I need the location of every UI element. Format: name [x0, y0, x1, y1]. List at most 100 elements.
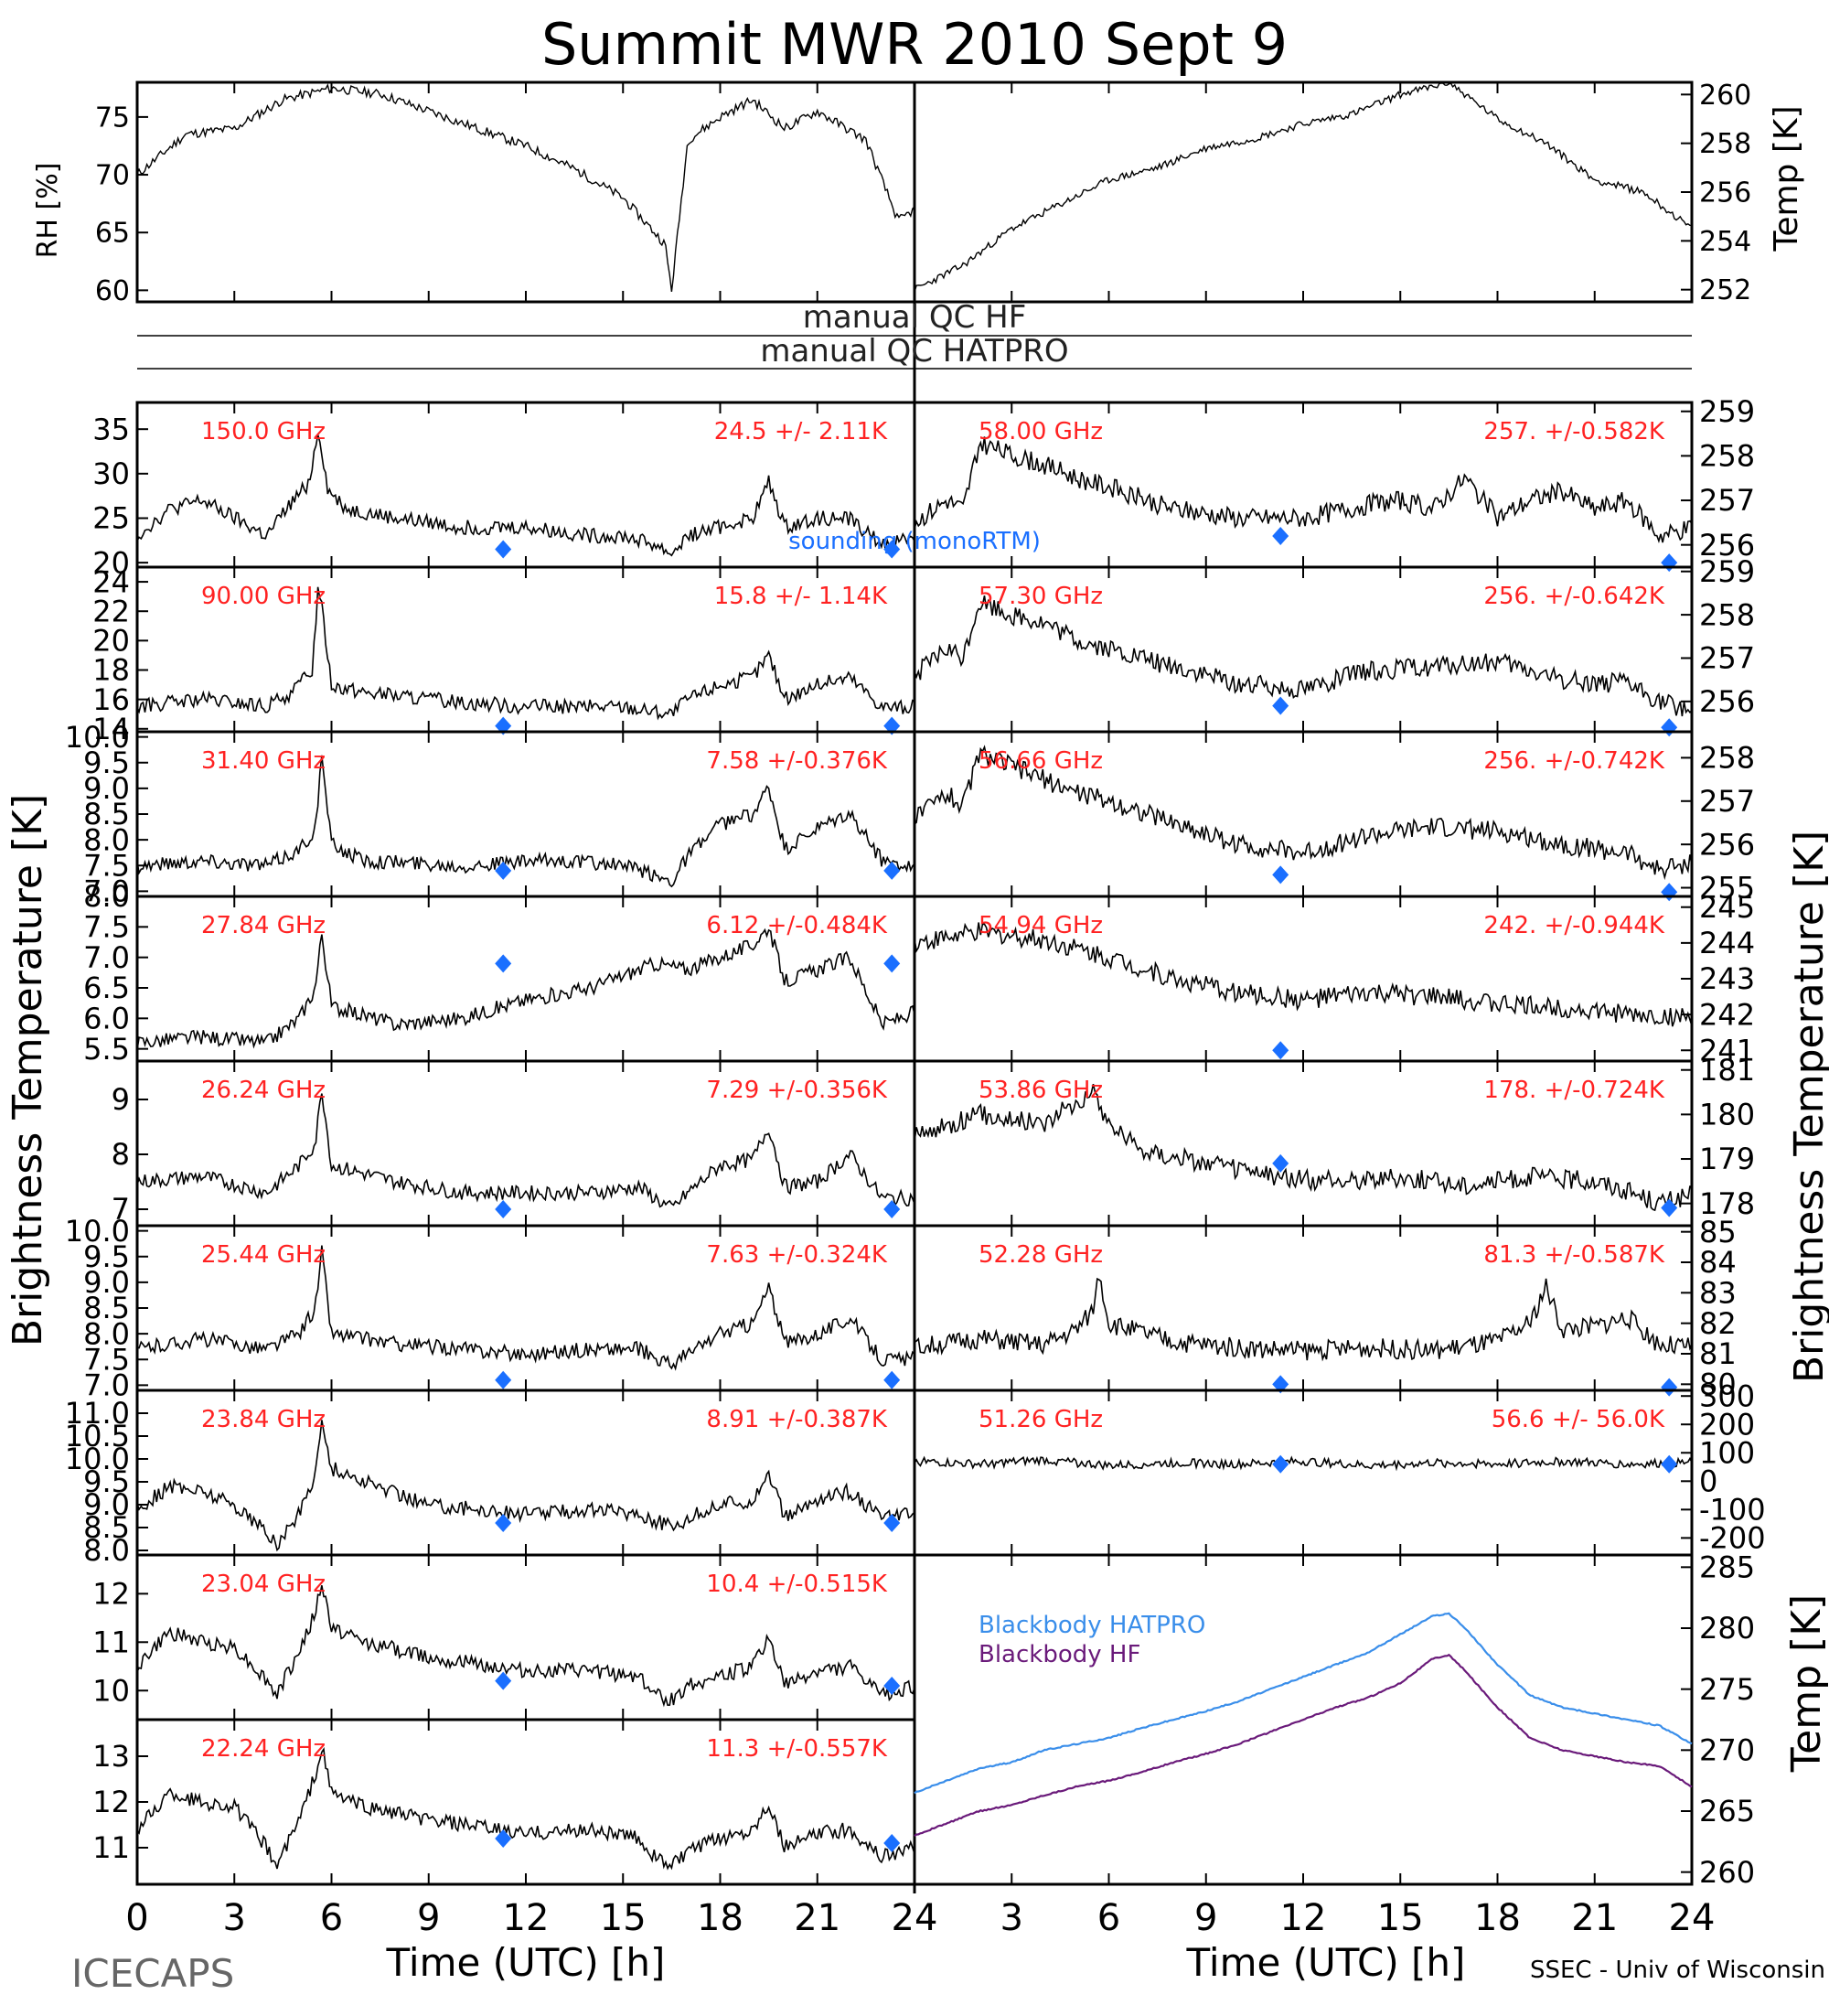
left-panel-series-3 [136, 928, 915, 1050]
right-panel-marker-3-0 [1272, 1041, 1289, 1060]
left-panel-2-ytick-label-0: 7.0 [83, 874, 130, 909]
right-panel-freq-5: 52.28 GHz [979, 1241, 1103, 1269]
left-panel-freq-7: 23.04 GHz [201, 1571, 326, 1598]
left-panel-7-ytick-label-1: 11 [92, 1625, 130, 1659]
right-panel-5-ytick-label-4: 84 [1699, 1245, 1737, 1280]
blackbody-legend-1: Blackbody HF [979, 1641, 1140, 1668]
blackbody-series-0 [914, 1612, 1693, 1795]
right-panel-5-ytick-label-2: 82 [1699, 1306, 1737, 1341]
left-panel-marker-8-1 [883, 1834, 901, 1852]
left-panel-0-ytick-label-3: 35 [92, 412, 130, 446]
left-panel-marker-8-0 [495, 1829, 512, 1848]
right-panel-6-ytick-label-1: -100 [1699, 1493, 1766, 1528]
left-panel-1-ytick-label-0: 14 [92, 712, 130, 746]
right-panel-marker-1-1 [1661, 718, 1678, 737]
left-panel-freq-1: 90.00 GHz [201, 583, 326, 610]
left-panel-1-ytick-label-1: 16 [92, 682, 130, 717]
time-tick-left-3: 9 [417, 1897, 440, 1939]
right-panel-5-ytick-label-0: 80 [1699, 1367, 1737, 1402]
right-panel-2-ytick-label-2: 257 [1699, 784, 1755, 819]
right-panel-6-ytick-label-4: 200 [1699, 1407, 1755, 1442]
left-panel-2-ytick-label-5: 9.5 [83, 745, 130, 780]
left-panel-series-2 [136, 755, 915, 888]
left-panel-1-ytick-label-2: 18 [92, 653, 130, 688]
right-panel-4-ytick-label-0: 178 [1699, 1186, 1755, 1221]
left-panel-stat-1: 15.8 +/- 1.14K [714, 583, 888, 610]
right-panel-marker-4-0 [1272, 1153, 1289, 1173]
left-panel-marker-0-0 [495, 540, 512, 559]
right-panel-4-ytick-label-1: 179 [1699, 1142, 1755, 1176]
left-panel-0-ytick-label-0: 20 [92, 545, 130, 580]
left-panel-6-ytick-label-1: 8.5 [83, 1510, 130, 1545]
left-panel-3-ytick-label-1: 6.0 [83, 1002, 130, 1036]
left-panel-5-ytick-label-3: 8.5 [83, 1291, 130, 1325]
left-panel-2-ytick-label-4: 9.0 [83, 771, 130, 806]
right-panel-1-ytick-label-3: 259 [1699, 554, 1755, 589]
right-panel-freq-1: 57.30 GHz [979, 583, 1103, 610]
right-panel-series-1 [914, 595, 1693, 717]
left-panel-marker-4-1 [883, 1200, 901, 1218]
right-panel-series-0 [914, 436, 1693, 544]
rh-ytick-label-0: 60 [95, 275, 130, 307]
right-panel-3-ytick-label-2: 243 [1699, 961, 1755, 996]
left-panel-3-ytick-label-4: 7.5 [83, 910, 130, 945]
left-panel-freq-4: 26.24 GHz [201, 1077, 326, 1104]
left-panel-marker-0-1 [883, 540, 901, 559]
right-panel-marker-5-1 [1661, 1378, 1678, 1397]
right-panel-freq-2: 56.66 GHz [979, 747, 1103, 775]
left-panel-series-5 [136, 1245, 915, 1371]
left-panel-4-ytick-label-1: 8 [112, 1137, 130, 1172]
time-tick-right-7: 21 [1571, 1897, 1618, 1939]
left-panel-5-ytick-label-4: 9.0 [83, 1265, 130, 1300]
right-panel-6-ytick-label-2: 0 [1699, 1464, 1717, 1499]
left-panel-5-ytick-label-2: 8.0 [83, 1316, 130, 1351]
time-tick-left-8: 24 [892, 1897, 938, 1939]
left-panel-series-8 [136, 1747, 915, 1871]
left-panel-freq-5: 25.44 GHz [201, 1241, 326, 1269]
left-panel-series-0 [136, 434, 915, 557]
time-tick-right-4: 12 [1280, 1897, 1327, 1939]
left-panel-3-ytick-label-5: 8.0 [83, 879, 130, 914]
right-panel-4-ytick-label-2: 180 [1699, 1098, 1755, 1132]
left-panel-8-ytick-label-0: 11 [92, 1830, 130, 1865]
right-panel-marker-0-1 [1661, 553, 1678, 573]
left-panel-0-ytick-label-1: 25 [92, 501, 130, 536]
right-panel-stat-6: 56.6 +/- 56.0K [1492, 1406, 1665, 1433]
right-panel-5-ytick-label-5: 85 [1699, 1215, 1737, 1249]
right-panel-marker-1-0 [1272, 696, 1289, 715]
left-panel-6-ytick-label-6: 11.0 [65, 1396, 130, 1431]
left-panel-stat-6: 8.91 +/-0.387K [706, 1406, 888, 1433]
right-panel-6-ytick-label-5: 300 [1699, 1378, 1755, 1413]
right-panel-0-ytick-label-1: 257 [1699, 483, 1755, 518]
right-panel-series-4 [914, 1084, 1693, 1212]
left-panel-stat-0: 24.5 +/- 2.11K [714, 418, 888, 445]
left-panel-4-ytick-label-2: 9 [112, 1082, 130, 1117]
right-panel-0-ytick-label-2: 258 [1699, 439, 1755, 474]
right-panel-series-2 [914, 745, 1693, 881]
right-panel-freq-3: 54.94 GHz [979, 912, 1103, 939]
left-panel-2-ytick-label-3: 8.5 [83, 797, 130, 831]
left-panel-marker-5-1 [883, 1370, 901, 1389]
time-tick-left-0: 0 [125, 1897, 148, 1939]
right-panel-freq-4: 53.86 GHz [979, 1077, 1103, 1104]
temp-top-axis-label: Temp [K] [1768, 105, 1805, 252]
right-panel-2-ytick-label-3: 258 [1699, 741, 1755, 776]
right-panel-2-ytick-label-0: 255 [1699, 871, 1755, 906]
left-panel-stat-5: 7.63 +/-0.324K [706, 1241, 888, 1269]
right-panel-6-ytick-label-3: 100 [1699, 1435, 1755, 1470]
time-tick-left-2: 6 [320, 1897, 343, 1939]
left-panel-5-ytick-label-5: 9.5 [83, 1239, 130, 1274]
right-panel-1-ytick-label-0: 256 [1699, 684, 1755, 719]
left-panel-marker-4-0 [495, 1200, 512, 1218]
left-panel-marker-7-1 [883, 1676, 901, 1695]
left-panel-1-ytick-label-4: 22 [92, 594, 130, 628]
rh-ytick-label-2: 70 [95, 160, 130, 192]
right-panel-stat-5: 81.3 +/-0.587K [1483, 1241, 1665, 1269]
right-panel-stat-4: 178. +/-0.724K [1483, 1077, 1665, 1104]
time-tick-left-5: 15 [600, 1897, 647, 1939]
left-panel-freq-3: 27.84 GHz [201, 912, 326, 939]
left-panel-3-ytick-label-2: 6.5 [83, 970, 130, 1005]
time-tick-right-3: 9 [1194, 1897, 1217, 1939]
